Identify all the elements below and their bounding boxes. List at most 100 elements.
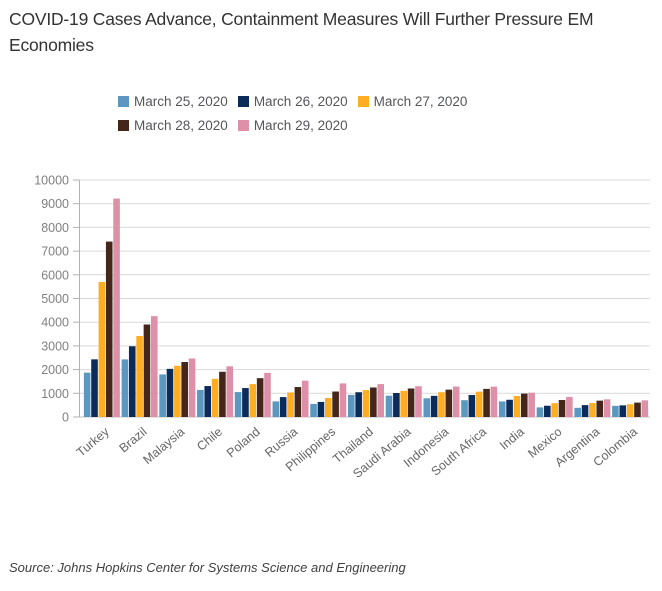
- legend-label: March 26, 2020: [253, 94, 348, 109]
- legend-label: March 27, 2020: [373, 94, 468, 109]
- bar-turkey-march-29-2020: [113, 198, 120, 417]
- bar-philippines-march-27-2020: [324, 397, 332, 417]
- bar-brazil-march-26-2020: [128, 346, 136, 417]
- bar-russia-march-25-2020: [272, 401, 280, 417]
- bar-mexico-march-25-2020: [536, 407, 544, 417]
- bar-poland-march-29-2020: [264, 372, 271, 417]
- bar-thailand-march-29-2020: [377, 384, 384, 417]
- bar-philippines-march-28-2020: [332, 391, 339, 417]
- bar-philippines-march-26-2020: [317, 401, 325, 417]
- bar-indonesia-march-28-2020: [445, 389, 453, 417]
- bar-saudi-arabia-march-29-2020: [415, 386, 422, 417]
- legend-swatch-icon: [237, 96, 249, 107]
- x-tick-label: Chile: [194, 425, 225, 454]
- bar-chile-march-28-2020: [219, 371, 226, 417]
- bar-poland-march-26-2020: [242, 388, 249, 417]
- legend-label: March 25, 2020: [134, 94, 228, 109]
- bar-argentina-march-29-2020: [603, 399, 611, 417]
- bar-turkey-march-25-2020: [83, 372, 91, 417]
- bar-thailand-march-25-2020: [348, 394, 355, 417]
- bar-colombia-march-27-2020: [626, 404, 634, 417]
- x-tick-label: India: [497, 425, 527, 453]
- bar-mexico-march-26-2020: [544, 405, 551, 417]
- bar-chile-march-26-2020: [204, 386, 212, 417]
- y-tick-label: 7000: [41, 245, 69, 259]
- bar-poland-march-25-2020: [234, 392, 242, 417]
- y-tick-label: 9000: [41, 197, 69, 211]
- y-tick-label: 10000: [34, 174, 69, 188]
- bar-mexico-march-28-2020: [558, 400, 566, 417]
- legend-item-march-28-2020: March 28, 2020: [118, 118, 228, 133]
- legend-label: March 29, 2020: [253, 118, 348, 133]
- legend-swatch-icon: [118, 96, 129, 107]
- legend-item-march-27-2020: March 27, 2020: [357, 94, 468, 109]
- y-tick-label: 3000: [41, 339, 69, 353]
- bar-malaysia-march-29-2020: [188, 358, 196, 417]
- bar-thailand-march-27-2020: [362, 390, 370, 417]
- y-tick-label: 1000: [41, 387, 69, 401]
- bar-south-africa-march-27-2020: [475, 391, 483, 417]
- bar-malaysia-march-28-2020: [181, 362, 188, 417]
- chart-legend: March 25, 2020 March 26, 2020 March 27, 20…: [118, 94, 563, 133]
- bar-mexico-march-29-2020: [566, 396, 573, 417]
- bar-philippines-march-29-2020: [339, 383, 347, 417]
- bar-philippines-march-25-2020: [310, 403, 317, 417]
- bar-turkey-march-28-2020: [105, 241, 113, 417]
- bar-colombia-march-29-2020: [641, 400, 649, 417]
- bar-chile-march-25-2020: [197, 389, 204, 417]
- bar-saudi-arabia-march-25-2020: [385, 395, 393, 417]
- bar-south-africa-march-25-2020: [461, 400, 468, 417]
- bar-malaysia-march-26-2020: [166, 368, 174, 417]
- bar-colombia-march-28-2020: [634, 402, 641, 417]
- bar-india-march-27-2020: [513, 395, 521, 417]
- bar-argentina-march-27-2020: [589, 403, 596, 417]
- bar-brazil-march-29-2020: [151, 316, 158, 417]
- bar-saudi-arabia-march-27-2020: [400, 390, 408, 417]
- bar-chart-canvas: 0 1000 2000 3000 4000 5000 6000 7000 8000 9000 100…: [34, 174, 650, 481]
- bar-indonesia-march-27-2020: [438, 392, 445, 417]
- legend-item-march-26-2020: March 26, 2020: [237, 94, 348, 109]
- bar-colombia-march-25-2020: [612, 405, 619, 417]
- bar-saudi-arabia-march-26-2020: [393, 393, 400, 417]
- legend-swatch-icon: [237, 120, 249, 131]
- bar-thailand-march-26-2020: [355, 392, 362, 417]
- y-tick-label: 4000: [41, 316, 69, 330]
- x-tick-label: Poland: [224, 425, 263, 461]
- bar-russia-march-27-2020: [287, 392, 294, 417]
- bar-brazil-march-27-2020: [136, 336, 143, 417]
- bar-south-africa-march-26-2020: [468, 395, 476, 417]
- bar-saudi-arabia-march-28-2020: [407, 388, 415, 417]
- legend-item-march-25-2020: March 25, 2020: [118, 94, 228, 109]
- x-tick-label: Brazil: [117, 425, 150, 456]
- bar-indonesia-march-26-2020: [430, 395, 438, 417]
- y-tick-label: 2000: [41, 363, 69, 377]
- bar-south-africa-march-29-2020: [490, 386, 498, 417]
- bar-india-march-25-2020: [498, 401, 506, 417]
- bar-chile-march-27-2020: [211, 378, 219, 417]
- bar-india-march-26-2020: [506, 399, 513, 417]
- bar-brazil-march-28-2020: [143, 324, 151, 417]
- source-note: Source: Johns Hopkins Center for Systems…: [9, 560, 406, 575]
- bar-brazil-march-25-2020: [121, 359, 129, 417]
- bar-turkey-march-27-2020: [98, 281, 106, 417]
- bar-chile-march-29-2020: [226, 366, 234, 417]
- legend-label: March 28, 2020: [134, 118, 228, 133]
- chart-title: COVID-19 Cases Advance, Containment Meas…: [9, 9, 594, 55]
- y-tick-label: 6000: [41, 268, 69, 282]
- bar-mexico-march-27-2020: [551, 403, 558, 417]
- bar-colombia-march-26-2020: [619, 405, 627, 417]
- y-tick-label: 0: [62, 411, 69, 425]
- legend-swatch-icon: [118, 120, 129, 131]
- bar-chart: 0 1000 2000 3000 4000 5000 6000 7000 8000 9000 100…: [0, 165, 662, 525]
- bar-indonesia-march-25-2020: [423, 398, 431, 417]
- bar-russia-march-26-2020: [279, 397, 287, 417]
- y-tick-label: 8000: [41, 221, 69, 235]
- legend-item-march-29-2020: March 29, 2020: [237, 118, 348, 133]
- y-tick-label: 5000: [41, 292, 69, 306]
- bar-argentina-march-26-2020: [581, 405, 589, 417]
- bar-malaysia-march-27-2020: [174, 365, 181, 417]
- bar-india-march-29-2020: [528, 392, 535, 417]
- bar-thailand-march-28-2020: [370, 387, 377, 417]
- bar-poland-march-27-2020: [249, 384, 257, 417]
